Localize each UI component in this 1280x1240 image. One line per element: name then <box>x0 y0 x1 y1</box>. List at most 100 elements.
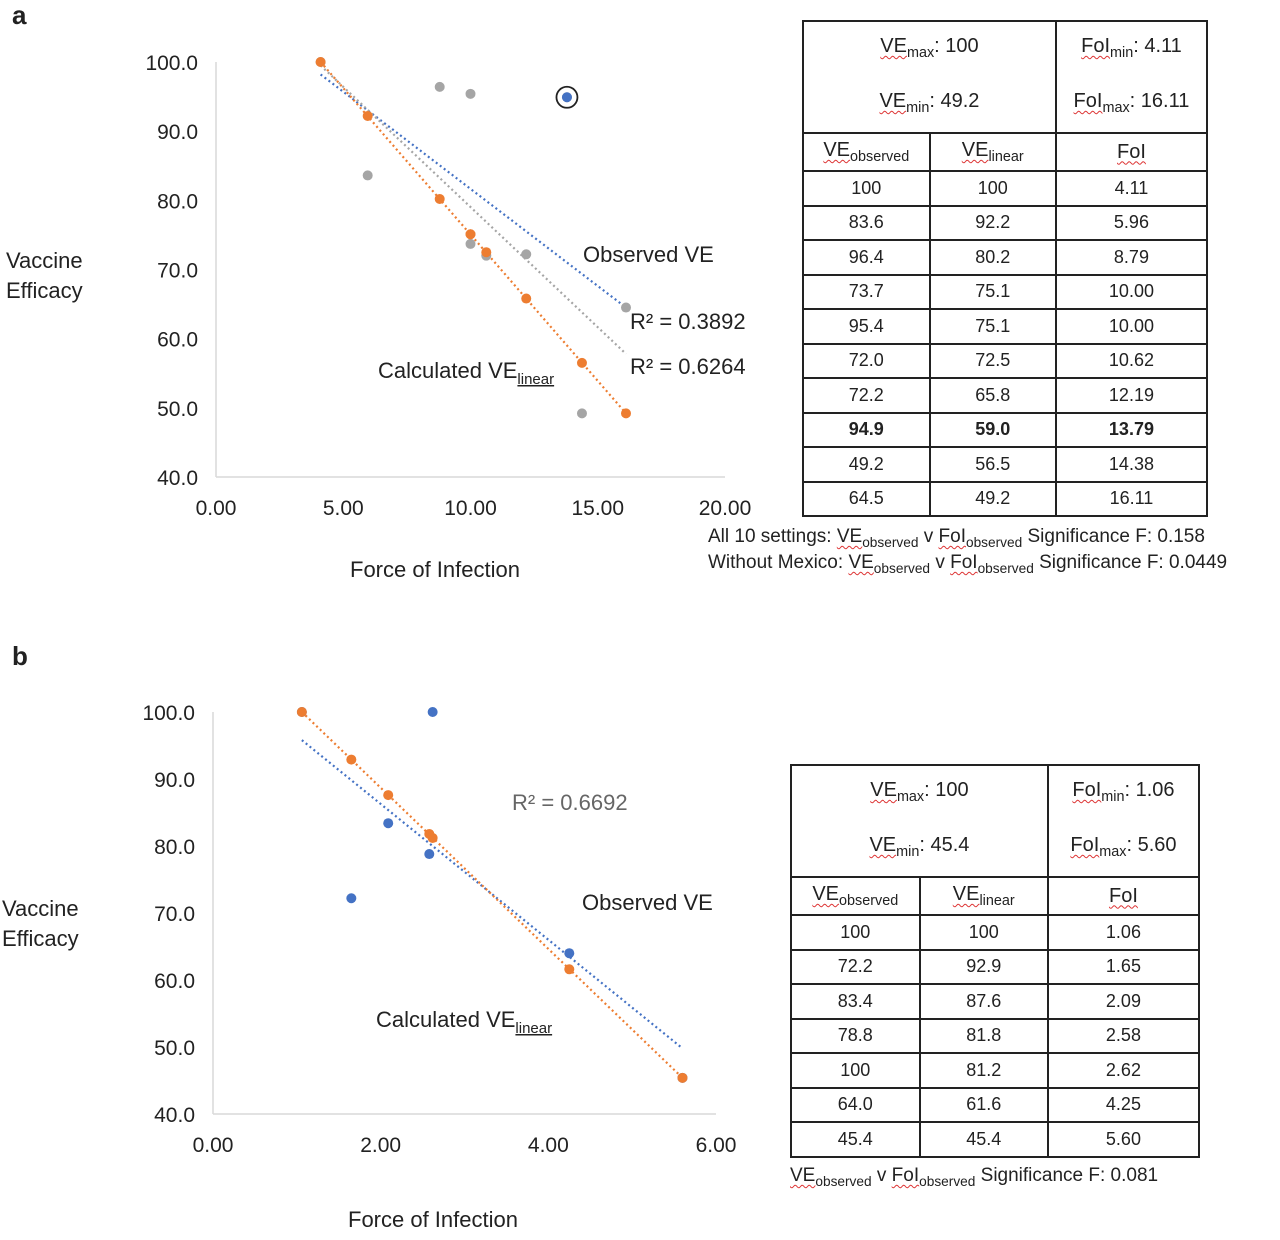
table-row: 83.6 92.2 5.96 <box>802 204 1209 241</box>
y-tick-label: 50.0 <box>154 1037 195 1060</box>
cell-foi: 1.65 <box>1046 948 1201 985</box>
calc-sub: linear <box>515 1020 552 1037</box>
y-tick-label: 90.0 <box>154 769 195 792</box>
header-foi: FoI <box>1046 876 1201 916</box>
cell-ve-observed: 72.2 <box>790 948 921 985</box>
highlight-ring <box>555 85 579 109</box>
data-point <box>465 238 476 249</box>
cell-ve-linear: 65.8 <box>928 377 1057 414</box>
highlight-point <box>561 92 572 103</box>
table-row: 64.0 61.6 4.25 <box>790 1086 1201 1123</box>
data-point <box>465 88 476 99</box>
y-tick-label: 100.0 <box>142 702 195 725</box>
cell-foi: 5.96 <box>1054 204 1209 241</box>
table-row: 94.9 59.0 13.79 <box>802 411 1209 448</box>
data-point <box>677 1072 688 1083</box>
table-b: VEmax: 100 VEmin: 45.4 FoImin: 1.06 FoIm… <box>790 764 1201 1158</box>
cell-foi: 2.62 <box>1046 1052 1201 1089</box>
y-tick-label: 70.0 <box>157 260 198 283</box>
cell-foi: 14.38 <box>1054 446 1209 483</box>
cell-foi: 16.11 <box>1054 480 1209 517</box>
cell-ve-observed: 100 <box>802 170 931 207</box>
cell-ve-linear: 100 <box>918 914 1049 951</box>
cell-foi: 10.00 <box>1054 308 1209 345</box>
xlabel: Force of Infection <box>350 557 520 582</box>
y-tick-label: 100.0 <box>145 52 198 75</box>
calc-prefix: Calculated VE <box>378 358 517 383</box>
table-row: 83.4 87.6 2.09 <box>790 983 1201 1020</box>
data-point <box>564 948 575 959</box>
x-tick-label: 2.00 <box>360 1134 401 1157</box>
cell-ve-linear: 56.5 <box>928 446 1057 483</box>
data-point <box>521 249 532 260</box>
significance-all: All 10 settings: VEobserved v FoIobserve… <box>708 526 1205 550</box>
ve-range-cell: VEmax: 100 VEmin: 49.2 <box>802 20 1057 134</box>
header-ve-observed: VEobserved <box>802 132 931 172</box>
annotation-observed: Observed VE <box>582 890 713 915</box>
foi-min: FoImin: 4.11 <box>1081 35 1182 61</box>
cell-foi: 1.06 <box>1046 914 1201 951</box>
calc-prefix: Calculated VE <box>376 1007 515 1032</box>
data-point <box>465 229 476 240</box>
ve-max: VEmax: 100 <box>880 35 979 61</box>
data-point <box>346 754 357 765</box>
data-point <box>481 247 492 258</box>
cell-foi: 4.11 <box>1054 170 1209 207</box>
chart-a: Vaccine Efficacy Force of Infection Obse… <box>6 52 751 582</box>
foi-range-cell: FoImin: 1.06 FoImax: 5.60 <box>1046 764 1201 878</box>
significance-b: VEobserved v FoIobserved Significance F:… <box>790 1165 1159 1189</box>
annotation-observed: Observed VE <box>583 242 714 267</box>
header-row: VEobserved VElinear FoI <box>790 876 1201 916</box>
cell-foi: 2.09 <box>1046 983 1201 1020</box>
data-point <box>576 408 587 419</box>
panel-b-label: b <box>12 641 28 671</box>
x-tick-label: 6.00 <box>696 1134 737 1157</box>
data-point <box>346 893 357 904</box>
y-tick-label: 40.0 <box>154 1104 195 1127</box>
cell-ve-observed: 45.4 <box>790 1121 921 1158</box>
annotation-r2-1: R² = 0.3892 <box>630 309 746 334</box>
cell-ve-linear: 61.6 <box>918 1086 1049 1123</box>
cell-ve-linear: 92.2 <box>928 204 1057 241</box>
cell-ve-linear: 81.8 <box>918 1017 1049 1054</box>
table-a: VEmax: 100 VEmin: 49.2 FoImin: 4.11 FoIm… <box>802 20 1209 517</box>
cell-foi: 2.58 <box>1046 1017 1201 1054</box>
annotation-r2: R² = 0.6692 <box>512 790 628 815</box>
x-tick-label: 10.00 <box>444 497 497 520</box>
ylabel-vaccine: Vaccine <box>6 248 83 273</box>
cell-foi: 10.62 <box>1054 342 1209 379</box>
cell-ve-observed: 94.9 <box>802 411 931 448</box>
cell-foi: 13.79 <box>1054 411 1209 448</box>
cell-ve-observed: 100 <box>790 914 921 951</box>
cell-ve-observed: 72.2 <box>802 377 931 414</box>
data-point <box>576 357 587 368</box>
cell-foi: 4.25 <box>1046 1086 1201 1123</box>
cell-ve-observed: 78.8 <box>790 1017 921 1054</box>
foi-max: FoImax: 5.60 <box>1070 834 1177 860</box>
table-row: 64.5 49.2 16.11 <box>802 480 1209 517</box>
table-row: 100 100 1.06 <box>790 914 1201 951</box>
table-row: 45.4 45.4 5.60 <box>790 1121 1201 1158</box>
ylabel-vaccine: Vaccine <box>2 896 79 921</box>
cell-ve-observed: 49.2 <box>802 446 931 483</box>
y-tick-label: 80.0 <box>157 190 198 213</box>
cell-ve-linear: 92.9 <box>918 948 1049 985</box>
foi-max: FoImax: 16.11 <box>1073 90 1190 116</box>
cell-ve-linear: 100 <box>928 170 1057 207</box>
cell-foi: 10.00 <box>1054 273 1209 310</box>
x-tick-label: 4.00 <box>528 1134 569 1157</box>
trendline <box>301 739 684 1050</box>
cell-ve-observed: 83.6 <box>802 204 931 241</box>
table-row: 78.8 81.8 2.58 <box>790 1017 1201 1054</box>
cell-ve-linear: 72.5 <box>928 342 1057 379</box>
data-point <box>427 832 438 843</box>
cell-ve-observed: 83.4 <box>790 983 921 1020</box>
trendline <box>319 64 627 355</box>
table-row: 49.2 56.5 14.38 <box>802 446 1209 483</box>
cell-ve-linear: 45.4 <box>918 1121 1049 1158</box>
annotation-calculated: Calculated VElinear <box>378 358 554 388</box>
y-tick-label: 90.0 <box>157 121 198 144</box>
ve-min: VEmin: 49.2 <box>879 90 980 116</box>
foi-min: FoImin: 1.06 <box>1072 779 1175 805</box>
cell-ve-linear: 75.1 <box>928 273 1057 310</box>
